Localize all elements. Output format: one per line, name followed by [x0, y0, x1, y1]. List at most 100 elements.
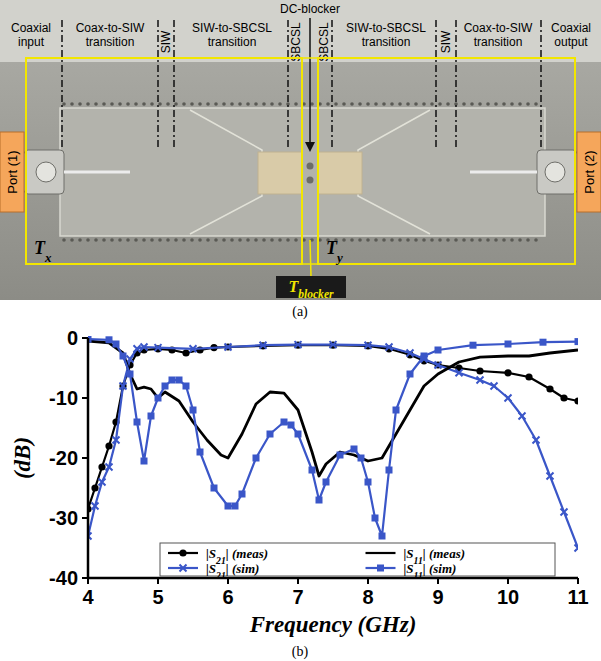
- via: [470, 102, 474, 106]
- via: [350, 238, 354, 242]
- legend: |S21| (meas)|S21| (sim)|S11| (meas)|S11|…: [160, 543, 555, 580]
- marker: [98, 463, 105, 470]
- via: [262, 238, 266, 242]
- section-label: Coax-to-SIWtransition: [76, 21, 145, 49]
- block-label: Ty: [326, 238, 343, 265]
- x-tick-label: 10: [497, 586, 519, 608]
- via: [486, 102, 490, 106]
- marker: [162, 383, 169, 390]
- divider: [61, 20, 63, 150]
- via: [438, 102, 442, 106]
- legend-label: |S21| (sim): [206, 561, 259, 581]
- via: [398, 102, 402, 106]
- text-part: | (meas): [423, 546, 465, 561]
- marker: [134, 419, 141, 426]
- via: [222, 102, 226, 106]
- marker: [505, 341, 512, 348]
- via: [374, 238, 378, 242]
- section-label: SIW: [439, 30, 453, 53]
- text-line: Coaxial: [551, 21, 591, 35]
- marker: [113, 437, 120, 444]
- via: [430, 102, 434, 106]
- via: [518, 238, 522, 242]
- marker: [477, 377, 484, 384]
- marker: [99, 479, 106, 486]
- marker: [547, 473, 554, 480]
- marker: [525, 373, 532, 380]
- marker: [504, 369, 511, 376]
- via: [94, 238, 98, 242]
- section-label: Coaxialinput: [11, 21, 51, 49]
- marker: [574, 397, 578, 404]
- sbcsl-strip: [258, 152, 302, 194]
- marker: [476, 367, 483, 374]
- via: [510, 238, 514, 242]
- via: [294, 102, 298, 106]
- via: [510, 102, 514, 106]
- via: [470, 238, 474, 242]
- via: [222, 238, 226, 242]
- via: [326, 102, 330, 106]
- connector-face: [36, 162, 56, 182]
- via: [430, 238, 434, 242]
- via: [390, 238, 394, 242]
- via: [342, 238, 346, 242]
- divider: [435, 20, 437, 150]
- via: [422, 102, 426, 106]
- marker: [148, 413, 155, 420]
- connector: [24, 150, 64, 194]
- via: [270, 102, 274, 106]
- via: [534, 102, 538, 106]
- figure: Coaxialinput Coax-to-SIWtransition SIW SIW -…: [0, 0, 601, 661]
- marker: [560, 394, 567, 401]
- via: [142, 102, 146, 106]
- subscript: 11: [414, 554, 423, 565]
- via: [518, 102, 522, 106]
- section-label: SIW: [159, 30, 173, 53]
- marker: [91, 484, 98, 491]
- y-tick-label: -20: [49, 447, 78, 469]
- y-tick-label: -10: [49, 387, 78, 409]
- marker: [393, 407, 400, 414]
- via: [278, 238, 282, 242]
- series-line: [88, 339, 578, 536]
- via: [334, 102, 338, 106]
- via: [110, 102, 114, 106]
- taper: [358, 110, 430, 234]
- marker: [106, 336, 113, 343]
- x-axis: [88, 577, 578, 580]
- block-box: [302, 58, 318, 264]
- via: [150, 102, 154, 106]
- via: [270, 238, 274, 242]
- marker: [127, 371, 134, 378]
- via: [294, 238, 298, 242]
- text-part: | (sim): [226, 561, 260, 576]
- via: [78, 238, 82, 242]
- section-label: Coaxialoutput: [551, 21, 591, 49]
- via: [494, 102, 498, 106]
- port-box: [0, 132, 24, 212]
- section-label: SBCSL: [317, 22, 331, 62]
- port-box: [577, 132, 601, 212]
- y-axis: [87, 338, 90, 578]
- via: [190, 102, 194, 106]
- marker: [309, 467, 316, 474]
- via: [118, 102, 122, 106]
- via: [358, 102, 362, 106]
- series-line: [88, 345, 578, 509]
- via: [198, 102, 202, 106]
- via: [494, 238, 498, 242]
- via: [150, 238, 154, 242]
- via: [102, 238, 106, 242]
- y-tick-label: -40: [49, 567, 78, 589]
- via: [62, 238, 66, 242]
- marker: [377, 565, 384, 572]
- text-line: transition: [208, 35, 257, 49]
- x-tick-label: 4: [82, 586, 94, 608]
- subscript: blocker: [298, 288, 334, 300]
- via: [230, 102, 234, 106]
- via: [134, 102, 138, 106]
- section-label: Coax-to-SIWtransition: [464, 21, 533, 49]
- marker: [575, 338, 579, 345]
- via: [374, 102, 378, 106]
